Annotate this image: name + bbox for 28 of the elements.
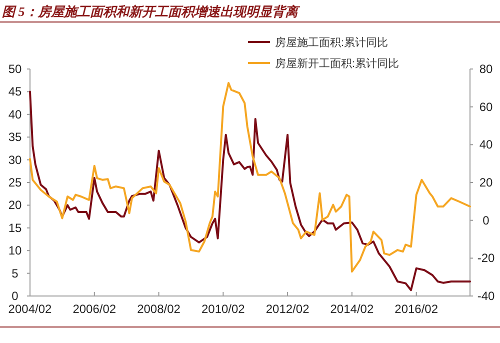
y-tick-label: 50: [8, 62, 22, 76]
y-tick-label: 30: [8, 152, 22, 167]
x-tick-label: 2016/02: [394, 302, 438, 316]
x-tick-label: 2006/02: [72, 302, 116, 316]
y-tick-label: 45: [8, 84, 22, 99]
x-tick-label: 2010/02: [201, 302, 246, 316]
y2-tick-label: 80: [479, 62, 493, 76]
x-tick-label: 2008/02: [137, 302, 181, 316]
legend-label: 房屋施工面积:累计同比: [275, 36, 388, 49]
legend-label: 房屋新开工面积:累计同比: [275, 57, 400, 70]
y2-tick-label: -20: [477, 251, 495, 266]
x-tick-label: 2012/02: [266, 302, 310, 316]
y-tick-label: 0: [12, 289, 19, 303]
y-tick-label: 35: [8, 130, 22, 144]
y-tick-label: 25: [8, 176, 22, 190]
y-tick-label: 5: [12, 266, 19, 280]
title: 图 5：房屋施工面积和新开工面积增速出现明显背离: [2, 4, 298, 19]
y-tick-label: 10: [8, 244, 22, 258]
y2-tick-label: 60: [479, 100, 493, 114]
y-tick-label: 20: [8, 198, 22, 212]
y2-tick-label: 20: [479, 176, 493, 190]
y2-tick-label: 40: [479, 138, 493, 152]
x-tick-label: 2014/02: [330, 302, 374, 316]
y-tick-label: 15: [8, 220, 22, 235]
y2-tick-label: -40: [477, 289, 495, 303]
x-tick-label: 2004/02: [8, 302, 52, 316]
y-tick-label: 40: [8, 107, 22, 122]
y2-tick-label: 0: [482, 213, 490, 228]
